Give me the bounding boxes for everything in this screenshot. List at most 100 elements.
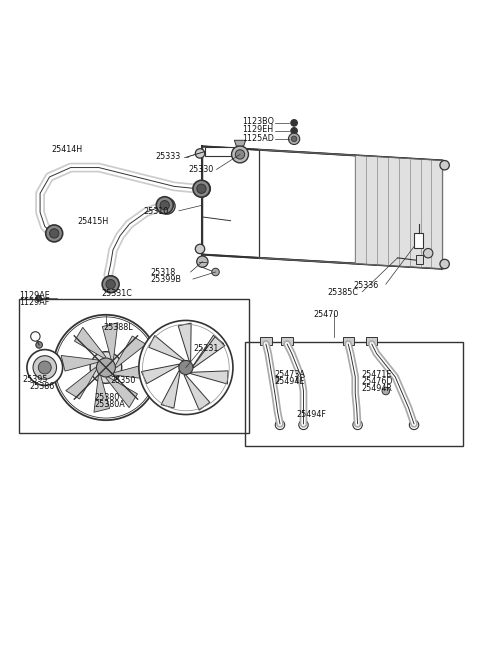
Circle shape <box>275 420 285 430</box>
Circle shape <box>163 202 171 210</box>
Circle shape <box>198 185 206 193</box>
Text: 25494E: 25494E <box>275 377 305 386</box>
Circle shape <box>197 256 208 267</box>
Text: 25310: 25310 <box>144 207 169 215</box>
Bar <box>281 337 293 345</box>
Polygon shape <box>203 147 442 269</box>
Text: 25395: 25395 <box>23 375 48 384</box>
Text: 25331C: 25331C <box>101 289 132 297</box>
Polygon shape <box>115 336 146 367</box>
Bar <box>414 233 423 248</box>
Circle shape <box>90 352 122 383</box>
Circle shape <box>195 149 205 158</box>
Circle shape <box>104 277 118 291</box>
Circle shape <box>27 350 63 385</box>
Circle shape <box>102 276 119 293</box>
Circle shape <box>106 280 115 289</box>
Circle shape <box>194 181 210 196</box>
Text: 25476D: 25476D <box>361 377 393 386</box>
Circle shape <box>382 387 390 395</box>
Bar <box>343 337 354 345</box>
Polygon shape <box>234 140 246 146</box>
Bar <box>204 147 233 156</box>
Polygon shape <box>193 335 224 367</box>
Circle shape <box>107 280 114 288</box>
Text: 1129AE: 1129AE <box>19 291 49 300</box>
Text: 25388L: 25388L <box>104 323 133 332</box>
Circle shape <box>36 295 41 301</box>
Text: 25494F: 25494F <box>297 410 326 419</box>
Text: 25414H: 25414H <box>52 145 83 154</box>
Circle shape <box>193 180 210 197</box>
Text: 25380A: 25380A <box>94 400 125 409</box>
Text: 25494R: 25494R <box>361 384 392 393</box>
Bar <box>260 337 272 345</box>
Text: 25333: 25333 <box>156 152 180 161</box>
Text: 1123BQ: 1123BQ <box>242 117 275 126</box>
Polygon shape <box>113 364 151 379</box>
Circle shape <box>31 331 40 341</box>
Circle shape <box>179 360 193 375</box>
Polygon shape <box>61 356 98 371</box>
Polygon shape <box>149 335 184 361</box>
Text: 25380: 25380 <box>94 392 120 402</box>
Text: 25386: 25386 <box>30 383 55 391</box>
Text: 1129EH: 1129EH <box>242 125 274 134</box>
Bar <box>366 337 377 345</box>
Text: 25231: 25231 <box>193 344 218 352</box>
Polygon shape <box>66 367 96 399</box>
Circle shape <box>38 361 51 374</box>
Bar <box>245 342 464 446</box>
Text: 1125AD: 1125AD <box>242 134 274 143</box>
Text: 25415H: 25415H <box>78 217 109 226</box>
Circle shape <box>235 150 245 159</box>
Circle shape <box>160 200 169 210</box>
Text: 25385C: 25385C <box>327 288 358 297</box>
Circle shape <box>195 244 205 253</box>
Bar <box>19 299 250 434</box>
Circle shape <box>409 420 419 430</box>
Bar <box>416 255 423 263</box>
Circle shape <box>49 229 59 238</box>
Circle shape <box>353 420 362 430</box>
Circle shape <box>299 420 308 430</box>
Text: 25399B: 25399B <box>151 275 181 284</box>
Text: 25336: 25336 <box>353 280 378 290</box>
Circle shape <box>297 375 304 383</box>
Circle shape <box>272 375 279 383</box>
Polygon shape <box>193 337 225 368</box>
Circle shape <box>212 269 219 276</box>
Circle shape <box>288 133 300 145</box>
Polygon shape <box>161 371 180 408</box>
Polygon shape <box>106 377 137 407</box>
Circle shape <box>197 184 206 193</box>
Circle shape <box>231 146 249 163</box>
Text: 25470: 25470 <box>313 310 338 319</box>
Polygon shape <box>184 375 210 410</box>
Polygon shape <box>142 364 179 384</box>
Text: 25471E: 25471E <box>361 370 392 379</box>
Circle shape <box>291 136 297 141</box>
Circle shape <box>96 358 115 377</box>
Circle shape <box>159 198 175 214</box>
Polygon shape <box>94 375 109 412</box>
Circle shape <box>156 196 173 214</box>
Circle shape <box>440 160 449 170</box>
Circle shape <box>33 356 57 379</box>
Circle shape <box>53 315 158 420</box>
Circle shape <box>440 259 449 269</box>
Text: 25318: 25318 <box>151 268 176 277</box>
Circle shape <box>46 225 63 242</box>
Text: 1129AF: 1129AF <box>19 298 49 307</box>
Circle shape <box>423 248 433 258</box>
Circle shape <box>291 128 298 134</box>
Text: 25330: 25330 <box>188 166 214 174</box>
Circle shape <box>291 120 298 126</box>
Text: 25473A: 25473A <box>275 370 305 379</box>
Polygon shape <box>74 328 106 358</box>
Polygon shape <box>355 155 442 269</box>
Polygon shape <box>191 371 228 384</box>
Text: 25350: 25350 <box>110 376 136 384</box>
Polygon shape <box>178 323 191 362</box>
Circle shape <box>36 342 42 348</box>
